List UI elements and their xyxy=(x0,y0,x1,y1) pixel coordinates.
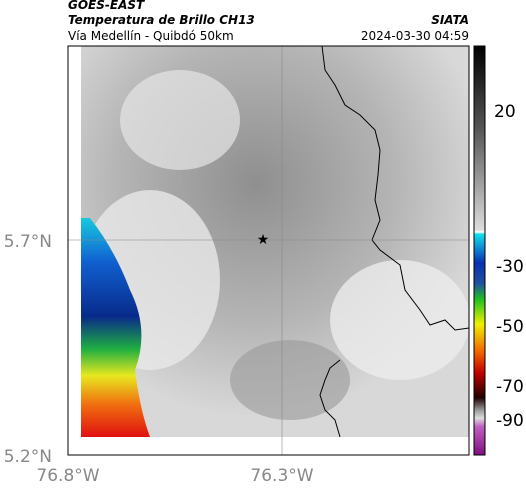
datetime: 2024-03-30 04:59 xyxy=(361,29,469,43)
y-label: 5.7°N xyxy=(4,232,52,252)
x-label: 76.3°W xyxy=(250,466,313,486)
colorbar-label: 20 xyxy=(494,102,516,122)
frame xyxy=(67,45,470,456)
map-image xyxy=(80,46,470,437)
region: Vía Medellín - Quibdó 50km xyxy=(68,29,234,43)
borders xyxy=(319,45,470,438)
colorbar-label: -50 xyxy=(496,317,524,337)
title: Temperatura de Brillo CH13 xyxy=(68,13,255,27)
x-label: 76.8°W xyxy=(36,466,99,486)
colorbar-label: -30 xyxy=(496,257,524,277)
y-label: 5.2°N xyxy=(4,447,52,467)
colorbar-label: -70 xyxy=(496,377,524,397)
colorbar xyxy=(473,45,486,456)
source: GOES-EAST xyxy=(68,0,145,12)
colorbar-label: -90 xyxy=(496,411,524,431)
star: ★ xyxy=(257,232,270,248)
agency: SIATA xyxy=(431,13,469,27)
